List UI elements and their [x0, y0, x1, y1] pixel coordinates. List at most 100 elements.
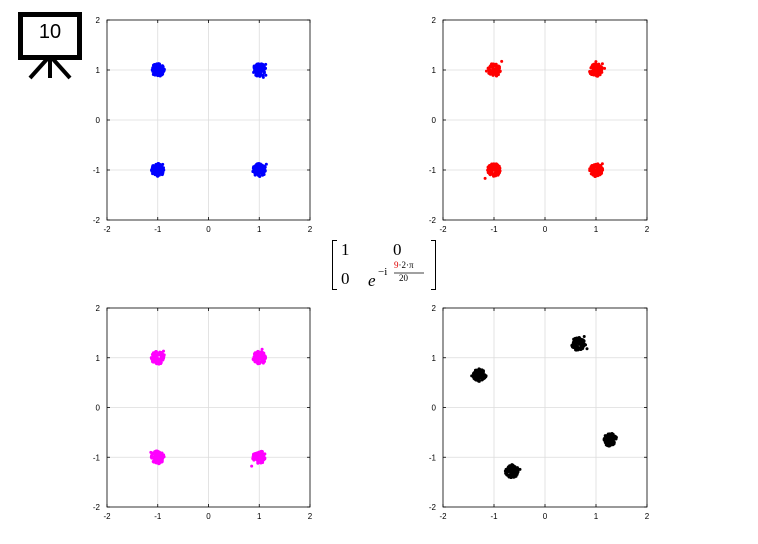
data-point: [472, 374, 476, 378]
data-point: [518, 467, 522, 471]
data-point: [253, 358, 257, 362]
numerator-rest: ·2·π: [398, 260, 414, 270]
data-point: [592, 72, 596, 76]
data-point: [153, 452, 157, 456]
data-point: [264, 73, 268, 77]
data-point: [593, 171, 597, 175]
data-point: [252, 166, 257, 170]
y-tick-label: 2: [96, 16, 101, 25]
y-tick-label: 0: [96, 404, 101, 413]
scatter-plot-4: -2 -1 0 1 2 2 1 0 -1 -2: [429, 304, 650, 521]
data-point: [579, 346, 583, 350]
data-point: [603, 66, 607, 70]
data-point: [582, 335, 586, 339]
data-point: [256, 64, 260, 68]
x-tick-label: -2: [439, 512, 447, 521]
x-tick-label: 1: [594, 225, 599, 234]
data-point: [516, 469, 520, 473]
data-point: [473, 371, 477, 375]
x-tick-label: 1: [594, 512, 599, 521]
data-point: [593, 63, 598, 67]
data-point: [153, 72, 157, 76]
y-tick-label: 0: [432, 404, 437, 413]
matrix-frac-denominator: 20: [399, 273, 408, 283]
data-point: [500, 59, 504, 63]
data-point: [498, 69, 502, 73]
data-point: [162, 353, 166, 357]
data-point: [598, 173, 602, 177]
data-point: [595, 171, 599, 175]
y-tick-label: -1: [93, 453, 101, 462]
data-point: [589, 71, 593, 76]
data-point: [149, 450, 153, 454]
data-point: [594, 60, 598, 64]
y-tick-label: 1: [96, 66, 101, 75]
data-point: [496, 163, 500, 167]
data-point: [596, 164, 600, 168]
phase-rotation-matrix: 1 0 0 e −i 9·2·π 20: [332, 238, 436, 292]
data-point: [590, 164, 594, 168]
x-tick-label: 1: [257, 512, 262, 521]
data-point: [591, 168, 595, 172]
data-point: [489, 171, 493, 175]
data-point: [490, 63, 494, 68]
data-point: [160, 169, 164, 173]
data-point: [157, 71, 161, 76]
matrix-exp-base: e: [368, 271, 376, 290]
data-point: [251, 457, 255, 461]
x-tick-label: 2: [645, 512, 650, 521]
data-point: [261, 75, 265, 79]
scatter-plot-2: -2 -1 0 1 2 2 1 0 -1 -2: [429, 16, 650, 234]
data-point: [254, 453, 258, 458]
data-point: [494, 72, 498, 76]
data-point: [159, 360, 163, 364]
data-point: [496, 169, 500, 173]
data-point: [159, 72, 164, 76]
data-point: [478, 372, 482, 376]
data-point: [486, 168, 490, 172]
data-point: [262, 165, 266, 170]
x-tick-label: 2: [308, 512, 313, 521]
data-point: [157, 450, 161, 454]
data-point: [157, 462, 161, 466]
y-tick-label: -1: [429, 453, 437, 462]
data-point: [572, 342, 576, 346]
data-point: [490, 162, 494, 166]
y-tick-label: 1: [96, 354, 101, 363]
x-tick-label: -2: [103, 225, 111, 234]
data-point: [483, 176, 487, 180]
x-tick-label: 0: [206, 225, 211, 234]
matrix-r1c2: 0: [393, 240, 402, 259]
y-tick-label: -2: [93, 503, 101, 512]
data-point: [161, 162, 165, 166]
y-tick-label: -2: [429, 503, 437, 512]
x-tick-label: -2: [103, 512, 111, 521]
data-point: [155, 359, 159, 363]
data-point: [155, 62, 159, 66]
y-tick-label: -1: [93, 166, 101, 175]
y-tick-label: -2: [429, 216, 437, 225]
y-tick-label: 2: [432, 16, 437, 25]
x-tick-label: -1: [490, 225, 498, 234]
data-point: [484, 69, 488, 73]
data-point: [578, 342, 582, 346]
data-point: [589, 66, 593, 70]
data-point: [257, 452, 261, 457]
data-point: [612, 440, 616, 445]
data-point: [508, 473, 512, 477]
y-tick-label: 1: [432, 66, 437, 75]
slide-number: 10: [38, 21, 62, 43]
data-point: [492, 168, 496, 172]
data-point: [257, 167, 261, 171]
data-point: [162, 67, 166, 72]
x-tick-label: -2: [439, 225, 447, 234]
scatter-plot-1: -2 -1 0 1 2 2 1 0 -1 -2: [93, 16, 313, 234]
data-point: [255, 458, 259, 462]
easel-legs-icon: [28, 56, 72, 80]
x-tick-label: -1: [490, 512, 498, 521]
data-point: [264, 162, 268, 166]
data-point: [263, 452, 267, 456]
data-point: [258, 174, 262, 178]
data-point: [160, 451, 164, 455]
